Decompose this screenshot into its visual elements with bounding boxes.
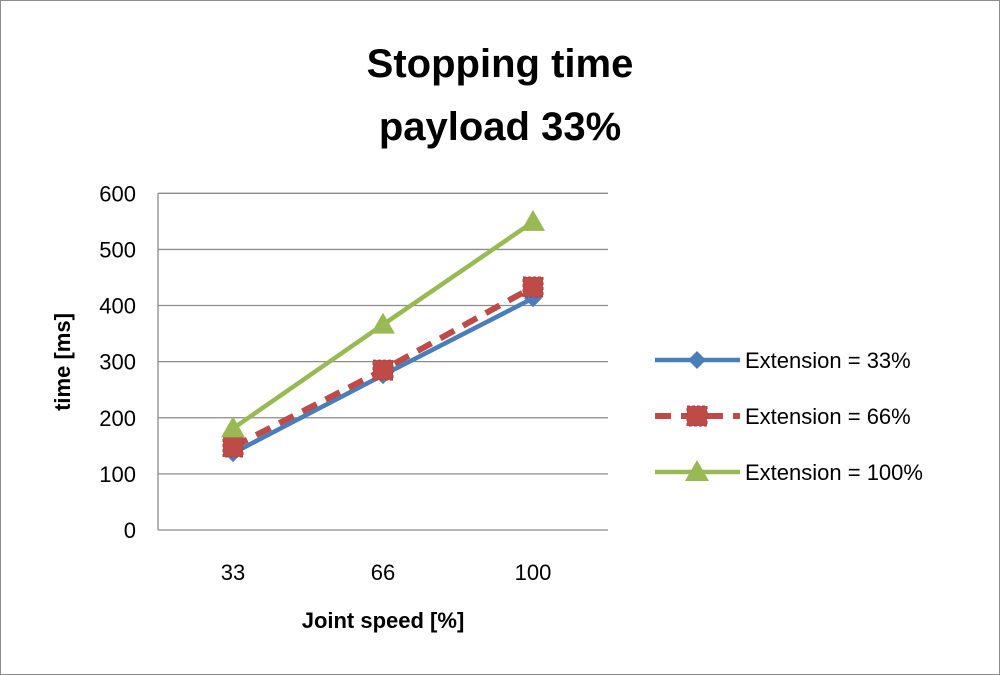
- data-point-square: [222, 436, 244, 458]
- data-point-triangle: [371, 312, 395, 334]
- x-axis-label: Joint speed [%]: [302, 608, 465, 633]
- series-3: [221, 209, 545, 438]
- data-point-square: [372, 359, 394, 381]
- legend-item: Extension = 33%: [655, 348, 911, 373]
- series-2: [222, 276, 544, 458]
- chart-title: Stopping time: [367, 42, 634, 86]
- data-point-triangle: [221, 416, 245, 438]
- legend-label: Extension = 66%: [745, 404, 911, 429]
- legend-item: Extension = 100%: [655, 460, 923, 485]
- y-tick-label: 600: [99, 181, 136, 206]
- y-tick-label: 300: [99, 350, 136, 375]
- y-tick-label: 0: [124, 518, 136, 543]
- y-tick-label: 100: [99, 462, 136, 487]
- y-tick-label: 500: [99, 237, 136, 262]
- y-tick-label: 400: [99, 294, 136, 319]
- y-tick-label: 200: [99, 406, 136, 431]
- x-tick-label: 100: [515, 560, 552, 585]
- legend-label: Extension = 33%: [745, 348, 911, 373]
- legend-marker-square: [686, 405, 708, 427]
- legend-marker-diamond: [688, 351, 706, 369]
- data-point-triangle: [521, 209, 545, 231]
- y-axis-label: time [ms]: [50, 313, 75, 411]
- legend-item: Extension = 66%: [655, 404, 911, 429]
- data-point-square: [522, 276, 544, 298]
- legend-label: Extension = 100%: [745, 460, 923, 485]
- legend-marker-triangle: [685, 460, 709, 481]
- x-tick-label: 33: [221, 560, 245, 585]
- chart-subtitle: payload 33%: [379, 105, 621, 149]
- x-tick-label: 66: [371, 560, 395, 585]
